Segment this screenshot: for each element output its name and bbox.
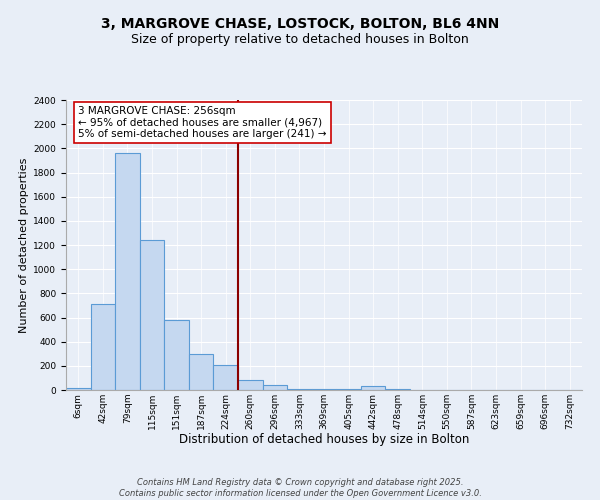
Bar [361,386,385,390]
Bar [238,380,263,390]
Bar [214,365,238,390]
Bar [115,153,140,390]
Bar [164,320,189,390]
Bar [263,384,287,390]
Y-axis label: Number of detached properties: Number of detached properties [19,158,29,332]
Bar [91,304,115,390]
Bar [189,354,214,390]
Text: Contains HM Land Registry data © Crown copyright and database right 2025.
Contai: Contains HM Land Registry data © Crown c… [119,478,481,498]
Bar [140,240,164,390]
Text: Size of property relative to detached houses in Bolton: Size of property relative to detached ho… [131,32,469,46]
Bar [287,389,312,390]
Bar [66,388,91,390]
Text: 3 MARGROVE CHASE: 256sqm
← 95% of detached houses are smaller (4,967)
5% of semi: 3 MARGROVE CHASE: 256sqm ← 95% of detach… [78,106,327,139]
Text: 3, MARGROVE CHASE, LOSTOCK, BOLTON, BL6 4NN: 3, MARGROVE CHASE, LOSTOCK, BOLTON, BL6 … [101,18,499,32]
X-axis label: Distribution of detached houses by size in Bolton: Distribution of detached houses by size … [179,434,469,446]
